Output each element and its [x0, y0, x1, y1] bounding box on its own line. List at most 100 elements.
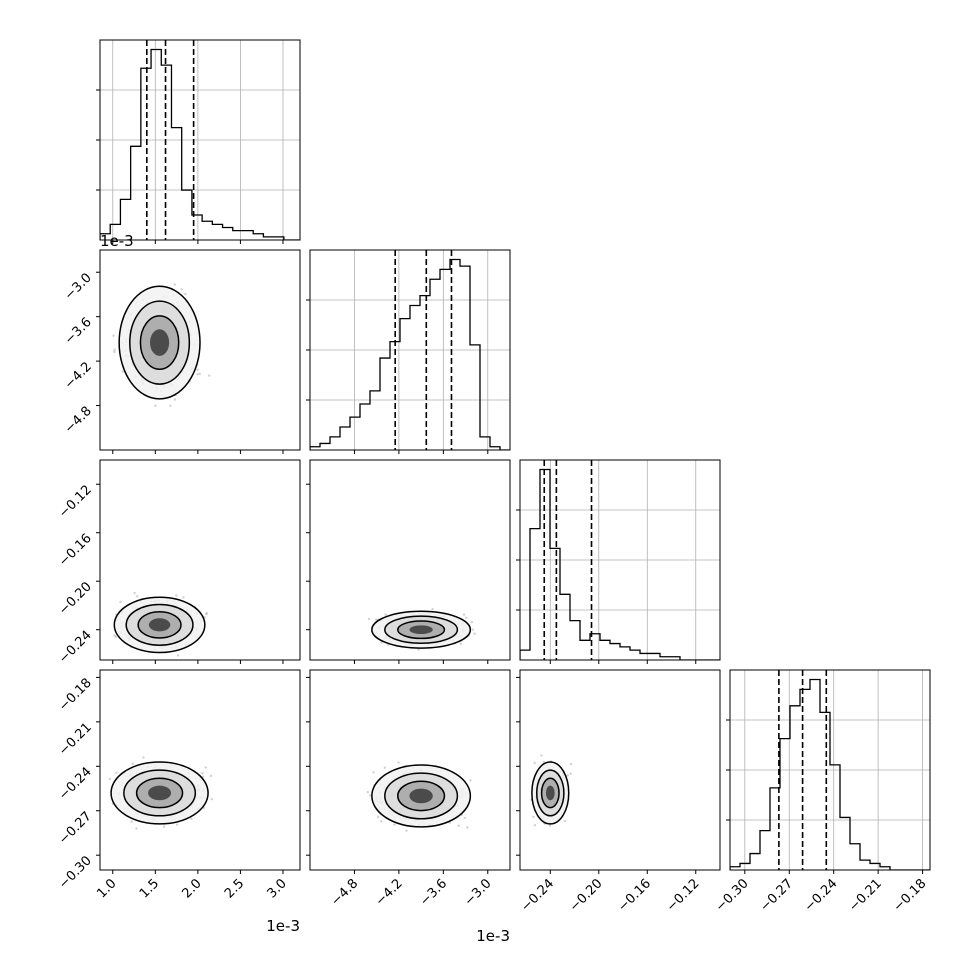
contour-0: [371, 610, 472, 649]
sample-point: [135, 827, 138, 830]
sample-point: [205, 613, 208, 616]
contour-0: [113, 596, 206, 654]
sample-point: [169, 404, 172, 407]
sample-point: [154, 404, 157, 407]
xtick-label-0-0: 1.0: [94, 876, 119, 901]
sample-point: [366, 790, 370, 794]
contour-1: [384, 772, 459, 820]
contour-1: [123, 769, 197, 817]
xaxis-offset-label-1: 1e-3: [476, 927, 510, 945]
sample-point: [115, 771, 118, 774]
panel-frame-2-1: [309, 459, 511, 661]
ytick-label-1-1: −4.2: [62, 359, 95, 392]
contour-2: [135, 777, 184, 809]
xtick-label-2-2: −0.16: [615, 876, 654, 915]
sample-point: [569, 762, 573, 766]
xtick-label-0-2: 2.0: [179, 876, 204, 901]
sample-point: [462, 613, 466, 616]
sample-point: [114, 635, 118, 639]
sample-point: [466, 826, 469, 829]
ytick-label-2-1: −0.20: [56, 579, 95, 618]
sample-point: [204, 766, 208, 769]
sample-point: [380, 820, 383, 823]
histogram-step-0: [100, 48, 300, 240]
sample-point: [180, 288, 183, 291]
sample-point: [405, 829, 408, 832]
ytick-label-2-0: −0.24: [56, 628, 95, 667]
ytick-label-1-0: −4.8: [62, 404, 95, 437]
sample-point: [470, 620, 474, 624]
xtick-label-3-0: −0.30: [713, 876, 752, 915]
contour-2: [397, 780, 446, 812]
sample-point: [190, 817, 193, 821]
panel-frame-2-0: [99, 459, 301, 661]
sample-point: [372, 771, 375, 774]
ytick-label-3-1: −0.27: [56, 809, 95, 848]
sample-point: [173, 283, 176, 286]
xtick-label-1-1: −4.2: [373, 876, 406, 909]
xtick-label-3-1: −0.27: [757, 876, 796, 915]
xtick-label-3-2: −0.24: [802, 876, 841, 915]
sample-point: [532, 815, 535, 819]
scatter-panel-1-0: [112, 283, 211, 407]
ytick-label-3-3: −0.21: [56, 720, 95, 759]
sample-point: [119, 600, 122, 604]
xtick-label-3-3: −0.21: [846, 876, 885, 915]
contour-0: [118, 285, 201, 400]
density-level-3: [409, 788, 433, 804]
xtick-label-1-3: −3.0: [462, 876, 495, 909]
ytick-label-3-4: −0.18: [56, 676, 95, 715]
sample-point: [196, 368, 199, 372]
sample-point: [112, 334, 115, 337]
xaxis-offset-label-0: 1e-3: [266, 917, 300, 935]
sample-point: [182, 596, 185, 599]
sample-point: [175, 594, 178, 597]
xtick-label-0-4: 3.0: [265, 876, 290, 901]
sample-point: [540, 754, 543, 757]
yaxis-offset-label: 1e-3: [100, 232, 134, 250]
histogram-1: [310, 250, 510, 450]
sample-point: [113, 350, 116, 354]
contour-0: [531, 761, 570, 825]
contour-1: [384, 615, 459, 645]
sample-point: [471, 628, 475, 631]
histogram-step-1: [310, 258, 510, 450]
sample-point: [133, 591, 136, 595]
contour-1: [535, 769, 565, 817]
ytick-label-2-3: −0.12: [56, 482, 95, 521]
sample-point: [130, 820, 133, 823]
sample-point: [563, 819, 567, 823]
density-level-3: [409, 625, 433, 635]
density-level-3: [545, 785, 555, 801]
sample-point: [376, 815, 380, 819]
panel-frame-3-3: [729, 669, 931, 871]
xtick-label-1-0: −4.8: [328, 876, 361, 909]
sample-point: [473, 632, 476, 635]
sample-point: [380, 641, 383, 644]
ytick-label-2-2: −0.16: [56, 531, 95, 570]
histogram-2: [520, 460, 720, 660]
panel-frame-1-1: [309, 249, 511, 451]
xtick-label-2-3: −0.12: [664, 876, 703, 915]
density-level-3: [148, 785, 172, 801]
histogram-0: [100, 40, 300, 240]
panel-frame-1-0: [99, 249, 301, 451]
sample-point: [566, 774, 569, 777]
ytick-label-1-3: −3.0: [62, 270, 95, 303]
sample-point: [162, 825, 166, 828]
sample-point: [201, 772, 204, 775]
sample-point: [374, 618, 378, 621]
scatter-panel-2-0: [113, 591, 208, 657]
sample-point: [131, 762, 134, 765]
panel-frame-3-0: [99, 669, 301, 871]
contour-0: [371, 764, 472, 828]
sample-point: [469, 779, 472, 782]
histogram-3: [730, 670, 930, 870]
sample-point: [205, 612, 208, 615]
sample-point: [176, 654, 180, 657]
panel-frame-0-0: [99, 39, 301, 241]
sample-point: [210, 798, 214, 801]
ytick-label-3-2: −0.24: [56, 765, 95, 804]
sample-point: [384, 613, 387, 616]
